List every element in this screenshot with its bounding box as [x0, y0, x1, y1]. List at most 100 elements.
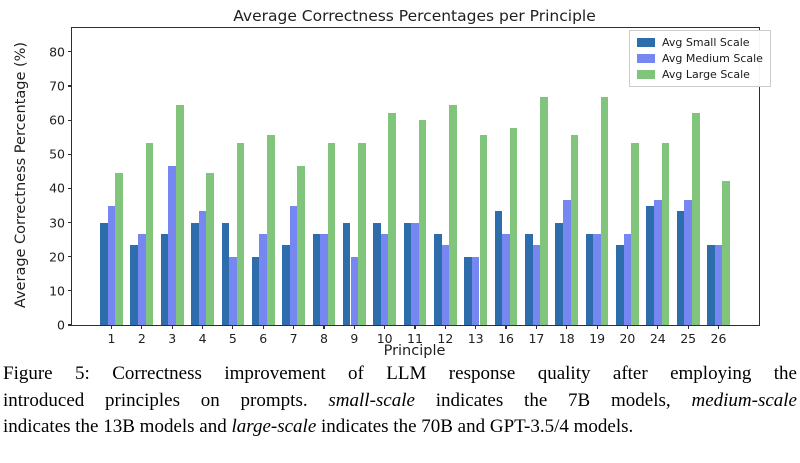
bar-avg-medium-scale — [471, 256, 480, 325]
bar-avg-medium-scale — [654, 199, 662, 325]
x-tick-mark — [353, 325, 355, 329]
y-axis-label: Average Correctness Percentage (%) — [13, 41, 29, 309]
caption-line: Figure 5: Correctness improvement of LLM… — [3, 361, 797, 388]
bar-avg-small-scale — [555, 222, 563, 325]
bar-avg-large-scale — [449, 105, 457, 325]
caption-italic-term: large-scale — [231, 416, 317, 437]
y-tick-mark — [68, 85, 72, 87]
y-tick-label: 0 — [57, 317, 65, 333]
legend-swatch — [637, 54, 655, 63]
bar-avg-medium-scale — [684, 199, 692, 325]
bar-avg-large-scale — [600, 97, 609, 325]
bar-avg-small-scale — [342, 222, 351, 325]
x-tick-mark — [657, 325, 659, 329]
y-tick-mark — [68, 51, 72, 53]
bar-avg-medium-scale — [562, 199, 571, 325]
bar-avg-medium-scale — [229, 256, 237, 325]
x-tick-mark — [141, 325, 143, 329]
bar-avg-medium-scale — [411, 222, 419, 325]
x-tick-label: 3 — [168, 331, 177, 346]
x-tick-label: 9 — [350, 331, 359, 346]
bar-avg-large-scale — [145, 143, 154, 325]
bar-avg-small-scale — [130, 245, 139, 325]
bar-avg-small-scale — [282, 245, 290, 325]
bar-avg-medium-scale — [623, 233, 632, 325]
bar-avg-small-scale — [312, 233, 321, 325]
x-tick-label: 10 — [376, 331, 393, 346]
x-tick-label: 6 — [259, 331, 268, 346]
x-tick-label: 2 — [137, 331, 146, 346]
caption-italic-term: small-scale — [328, 389, 415, 411]
y-tick-label: 10 — [49, 283, 65, 299]
y-tick-label: 60 — [49, 112, 65, 128]
bar-avg-medium-scale — [107, 205, 116, 325]
legend-swatch — [637, 70, 655, 79]
bar-avg-medium-scale — [259, 233, 268, 325]
bar-avg-small-scale — [251, 256, 260, 325]
bar-avg-large-scale — [509, 127, 518, 325]
bar-avg-medium-scale — [289, 205, 298, 325]
y-tick-label: 40 — [49, 180, 65, 196]
x-tick-mark — [201, 325, 204, 329]
legend-item: Avg Medium Scale — [637, 52, 763, 65]
y-tick-mark — [68, 187, 72, 190]
x-tick-mark — [444, 325, 446, 329]
x-tick-label: 19 — [589, 331, 606, 346]
x-tick-label: 8 — [319, 331, 328, 346]
legend-label: Avg Large Scale — [662, 68, 750, 81]
bar-avg-medium-scale — [441, 245, 450, 325]
x-tick-mark — [626, 325, 629, 329]
bar-avg-large-scale — [206, 173, 214, 325]
y-tick-label: 20 — [49, 249, 65, 265]
bar-avg-large-scale — [570, 135, 579, 325]
caption-text: indicates the 70B and GPT-3.5/4 models. — [316, 416, 634, 437]
x-tick-label: 25 — [680, 331, 697, 346]
chart-title: Average Correctness Percentages per Prin… — [233, 7, 596, 25]
y-tick-mark — [68, 153, 72, 155]
bar-avg-large-scale — [358, 143, 366, 325]
x-tick-label: 12 — [437, 331, 454, 346]
caption-line: indicates the 13B models and large-scale… — [3, 414, 797, 441]
legend-label: Avg Small Scale — [662, 36, 750, 49]
y-tick-label: 80 — [49, 44, 65, 60]
x-tick-mark — [687, 325, 689, 329]
legend-item: Avg Small Scale — [637, 36, 763, 49]
bar-avg-small-scale — [585, 233, 594, 325]
y-tick-label: 30 — [49, 215, 65, 231]
bar-avg-small-scale — [160, 233, 169, 325]
x-tick-mark — [232, 325, 234, 329]
bar-avg-small-scale — [525, 233, 533, 325]
bar-avg-medium-scale — [320, 233, 328, 325]
caption-text: indicates the 13B models and — [3, 416, 232, 437]
bar-avg-large-scale — [297, 165, 305, 325]
x-tick-label: 26 — [710, 331, 727, 346]
x-tick-label: 17 — [528, 331, 545, 346]
bar-avg-large-scale — [176, 105, 184, 325]
bar-avg-medium-scale — [714, 245, 723, 325]
x-axis-label: Principle — [383, 343, 446, 359]
y-tick-mark — [68, 290, 72, 292]
bar-avg-small-scale — [373, 222, 381, 325]
bar-avg-medium-scale — [138, 233, 146, 325]
x-tick-mark — [323, 325, 325, 329]
y-tick-label: 70 — [49, 78, 65, 94]
y-tick-mark — [68, 119, 72, 121]
bar-avg-large-scale — [418, 120, 427, 325]
x-tick-label: 4 — [198, 331, 207, 346]
caption-text: indicates the 7B models, — [414, 389, 692, 411]
bar-avg-small-scale — [221, 222, 230, 325]
x-tick-label: 20 — [619, 331, 636, 346]
bar-avg-medium-scale — [502, 233, 510, 325]
bar-avg-large-scale — [722, 180, 730, 325]
legend-label: Avg Medium Scale — [662, 52, 763, 65]
y-tick-mark — [68, 221, 72, 224]
x-tick-mark — [171, 325, 173, 329]
x-tick-mark — [475, 325, 477, 329]
bar-avg-large-scale — [540, 97, 548, 325]
bar-avg-small-scale — [616, 245, 624, 325]
caption-line: introduced principles on prompts. small-… — [3, 388, 797, 415]
bar-avg-small-scale — [494, 211, 503, 325]
x-tick-mark — [262, 325, 264, 329]
x-tick-label: 5 — [228, 331, 237, 346]
x-tick-label: 7 — [289, 331, 298, 346]
